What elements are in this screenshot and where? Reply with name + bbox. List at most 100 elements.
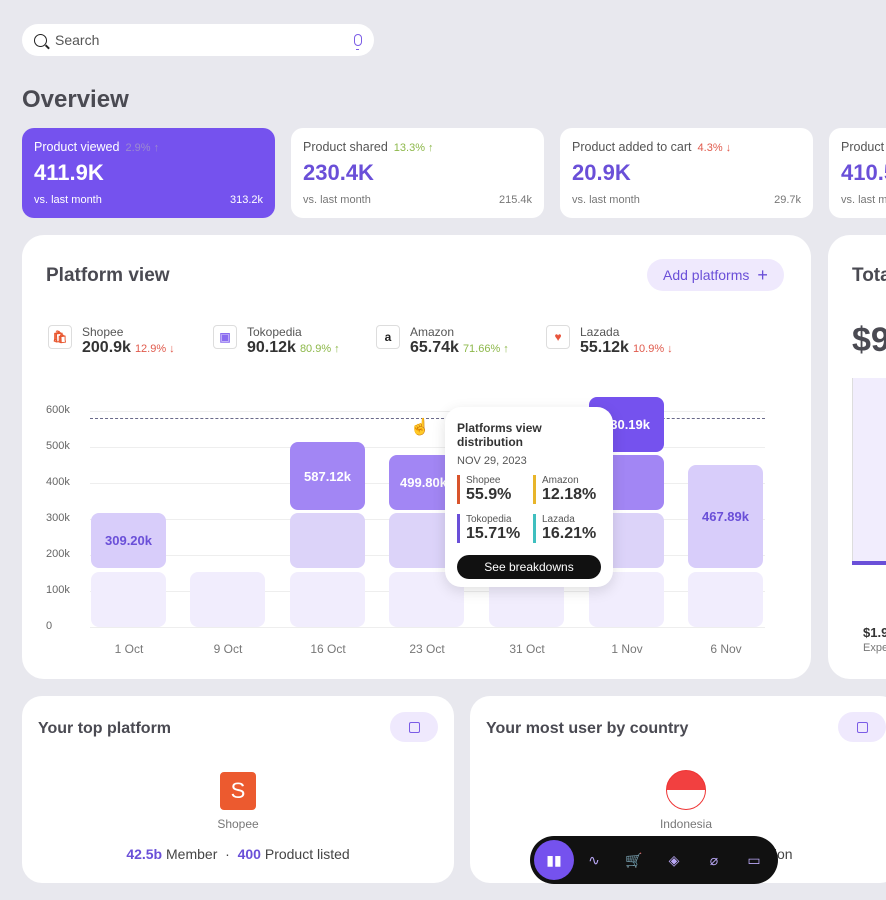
bar-1-oct[interactable]: 309.20k (91, 513, 166, 568)
see-breakdowns-button[interactable]: See breakdowns (457, 555, 601, 579)
platform-value: 55.12k (580, 339, 629, 356)
platform-name: Tokopedia (247, 325, 302, 339)
x-label: 31 Oct (509, 642, 545, 656)
kpi-value: 230.4K (303, 160, 374, 185)
platform-value: 90.12k (247, 339, 296, 356)
y-tick: 100k (46, 584, 70, 596)
kpi-card-product-viewed[interactable]: Product viewed 2.9% ↑ 411.9K vs. last mon… (22, 128, 275, 218)
tokopedia-icon: ▣ (213, 325, 237, 349)
x-label: 1 Oct (114, 642, 144, 656)
bar-segment (91, 572, 166, 627)
total-foot-value: $1.9 (863, 625, 886, 640)
x-label: 16 Oct (310, 642, 346, 656)
platform-change: 80.9% ↑ (299, 343, 340, 355)
search-input[interactable]: Search (55, 32, 100, 48)
kpi-foot-value: 313.2k (229, 194, 263, 206)
tooltip-item-shopee: Shopee 55.9% (457, 475, 525, 504)
external-link-icon (856, 721, 868, 733)
country-name: Indonesia (659, 817, 713, 831)
total-card: Tota $9 $1.9 Expe (828, 235, 886, 679)
bar-segment (688, 572, 763, 627)
y-tick: 600k (46, 404, 70, 416)
platform-name: Shopee (82, 325, 124, 339)
kpi-label: Product shared (303, 140, 388, 154)
microphone-icon[interactable] (354, 34, 362, 50)
platform-stats: 42.5b Member · 400 Product listed (126, 846, 350, 862)
lazada-icon: ♥ (546, 325, 570, 349)
kpi-foot-label: vs. last month (572, 194, 640, 206)
total-chart-line (852, 561, 886, 565)
tooltip-date: NOV 29, 2023 (457, 455, 527, 467)
threshold-line (90, 418, 765, 419)
kpi-change: 2.9% ↑ (125, 142, 160, 154)
bar-16-oct[interactable]: 587.12k (290, 442, 365, 510)
kpi-value: 410.5 (841, 160, 886, 185)
external-link-button[interactable] (838, 712, 886, 742)
x-label: 9 Oct (213, 642, 243, 656)
kpi-change: 13.3% ↑ (393, 142, 434, 154)
platform-stat-amazon: a Amazon 65.74k 71.66% ↑ (376, 325, 509, 357)
y-tick: 400k (46, 476, 70, 488)
folder-icon[interactable]: ▭ (747, 851, 761, 868)
shopee-logo-icon: S (220, 772, 256, 810)
platform-stat-lazada: ♥ Lazada 55.12k 10.9% ↓ (546, 325, 673, 357)
platform-name: Amazon (410, 325, 455, 339)
tooltip-item-amazon: Amazon 12.18% (533, 475, 601, 504)
kpi-value: 20.9K (572, 160, 631, 185)
shopee-icon: 🛍 (48, 325, 72, 349)
kpi-label: Product viewed (34, 140, 120, 154)
external-link-icon (408, 721, 420, 733)
total-foot-label: Expe (863, 642, 886, 654)
activity-icon[interactable]: ∿ (588, 851, 600, 868)
kpi-foot-label: vs. last month (303, 194, 371, 206)
amazon-icon: a (376, 325, 400, 349)
platform-name: Lazada (580, 325, 620, 339)
total-chart (852, 378, 886, 565)
tooltip-item-lazada: Lazada 16.21% (533, 514, 601, 543)
y-tick: 200k (46, 548, 70, 560)
bar-6-nov[interactable]: 467.89k (688, 465, 763, 568)
platform-change: 10.9% ↓ (632, 343, 673, 355)
y-tick: 500k (46, 440, 70, 452)
grid-line (90, 447, 765, 448)
bottom-dock: ▮▮ ∿ 🛒 ◈ ⌀ ▭ (530, 836, 778, 884)
layers-icon[interactable]: ◈ (668, 851, 680, 868)
bar-chart-icon[interactable]: ▮▮ (534, 840, 574, 880)
add-platforms-label: Add platforms (663, 267, 750, 283)
y-tick: 0 (46, 620, 53, 632)
paperclip-icon[interactable]: ⌀ (709, 851, 719, 868)
kpi-value: 411.9K (34, 160, 104, 185)
cart-icon[interactable]: 🛒 (625, 851, 643, 868)
plus-icon: + (757, 264, 768, 285)
x-label: 1 Nov (611, 642, 643, 656)
kpi-card-product-added-to-cart[interactable]: Product added to cart 4.3% ↓ 20.9K vs. la… (560, 128, 813, 218)
bar-segment (290, 572, 365, 627)
y-tick: 300k (46, 512, 70, 524)
x-label: 23 Oct (409, 642, 445, 656)
add-platforms-button[interactable]: Add platforms + (647, 259, 784, 291)
kpi-foot-label: vs. last m (841, 194, 886, 206)
search-bar[interactable]: Search (22, 24, 374, 56)
card-title: Your top platform (38, 720, 172, 737)
section-title: Platform view (46, 265, 170, 286)
kpi-foot-label: vs. last month (34, 194, 102, 206)
search-icon (34, 33, 47, 47)
kpi-label: Product added to cart (572, 140, 692, 154)
kpi-label: Product (841, 140, 885, 154)
kpi-card-product-shared[interactable]: Product shared 13.3% ↑ 230.4K vs. last mo… (291, 128, 544, 218)
grid-line (90, 411, 765, 412)
kpi-change: 4.3% ↓ (697, 142, 732, 154)
kpi-card-product-partial[interactable]: Product 410.5 vs. last m (829, 128, 886, 218)
kpi-foot-value: 215.4k (498, 194, 532, 206)
platform-stat-shopee: 🛍 Shopee 200.9k 12.9% ↓ (48, 325, 175, 357)
hand-cursor-icon: ☝ (410, 419, 430, 436)
tooltip-item-tokopedia: Tokopedia 15.71% (457, 514, 525, 543)
bar-segment (290, 513, 365, 568)
indonesia-flag-icon (666, 770, 706, 810)
platform-change: 71.66% ↑ (462, 343, 509, 355)
external-link-button[interactable] (390, 712, 438, 742)
platform-value: 200.9k (82, 339, 131, 356)
total-value: $9 (852, 321, 886, 359)
card-title: Your most user by country (486, 720, 689, 737)
platform-view-card: Platform view Add platforms + 🛍 Shopee 200… (22, 235, 811, 679)
